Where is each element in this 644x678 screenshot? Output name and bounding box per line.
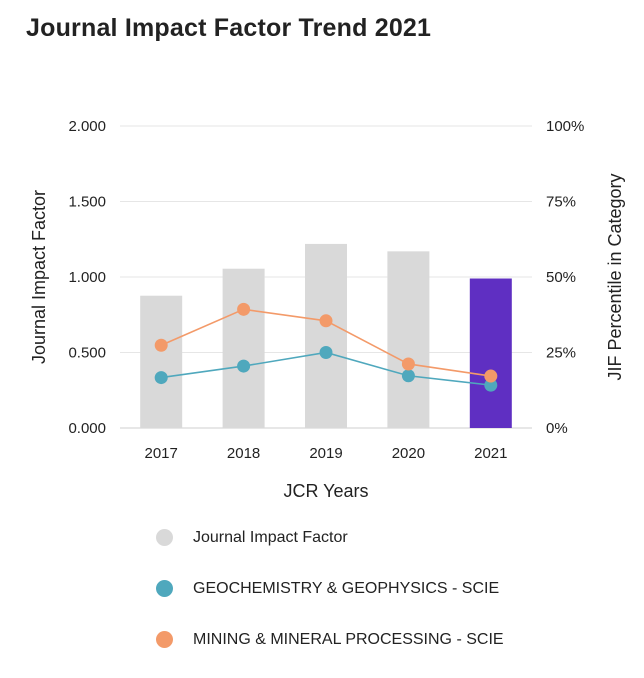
data-point [484, 369, 498, 383]
x-tick-label: 2019 [309, 445, 342, 462]
x-tick-label: 2018 [227, 445, 260, 462]
y2-tick-label: 75% [546, 194, 576, 211]
x-tick-label: 2017 [145, 445, 178, 462]
legend-item-jif[interactable]: Journal Impact Factor [156, 512, 504, 563]
chart-title: Journal Impact Factor Trend 2021 [26, 14, 432, 42]
legend-marker-icon [156, 580, 173, 597]
legend-item-mining[interactable]: MINING & MINERAL PROCESSING - SCIE [156, 614, 504, 665]
data-point [154, 338, 168, 352]
data-point [401, 357, 415, 371]
bar [222, 268, 265, 428]
y-tick-label: 0.000 [68, 420, 106, 437]
y2-tick-label: 50% [546, 269, 576, 286]
data-point [401, 369, 415, 383]
bar [140, 295, 183, 428]
y2-tick-label: 100% [546, 118, 584, 135]
legend-item-geochemistry[interactable]: GEOCHEMISTRY & GEOPHYSICS - SCIE [156, 563, 504, 614]
x-axis-title: JCR Years [283, 481, 368, 501]
legend-label: Journal Impact Factor [193, 528, 348, 546]
chart-area: 0.000 0.500 1.000 1.500 2.000 0% 25% 50% 75% 100%… [29, 118, 625, 501]
y-tick-label: 1.500 [68, 194, 106, 211]
y-axis-title: Journal Impact Factor [29, 190, 49, 364]
data-point [319, 346, 333, 359]
x-tick-label: 2021 [474, 445, 507, 462]
y2-tick-label: 25% [546, 345, 576, 362]
y-tick-label: 2.000 [68, 118, 106, 135]
data-point [154, 371, 168, 385]
legend-label: GEOCHEMISTRY & GEOPHYSICS - SCIE [193, 579, 500, 597]
legend: Journal Impact Factor GEOCHEMISTRY & GEO… [156, 512, 504, 665]
bar [387, 251, 430, 428]
legend-marker-icon [156, 631, 173, 648]
legend-label: MINING & MINERAL PROCESSING - SCIE [193, 630, 504, 648]
bar [305, 243, 347, 428]
data-point [484, 378, 498, 392]
y2-tick-label: 0% [546, 420, 568, 437]
legend-marker-icon [156, 529, 173, 546]
y-tick-label: 1.000 [68, 269, 106, 286]
bar [469, 278, 512, 428]
data-point [319, 314, 333, 328]
data-point [237, 359, 251, 373]
y2-axis-title: JIF Percentile in Category [605, 173, 625, 380]
y-tick-label: 0.500 [68, 345, 106, 362]
x-tick-label: 2020 [392, 445, 425, 462]
data-point [237, 302, 251, 316]
